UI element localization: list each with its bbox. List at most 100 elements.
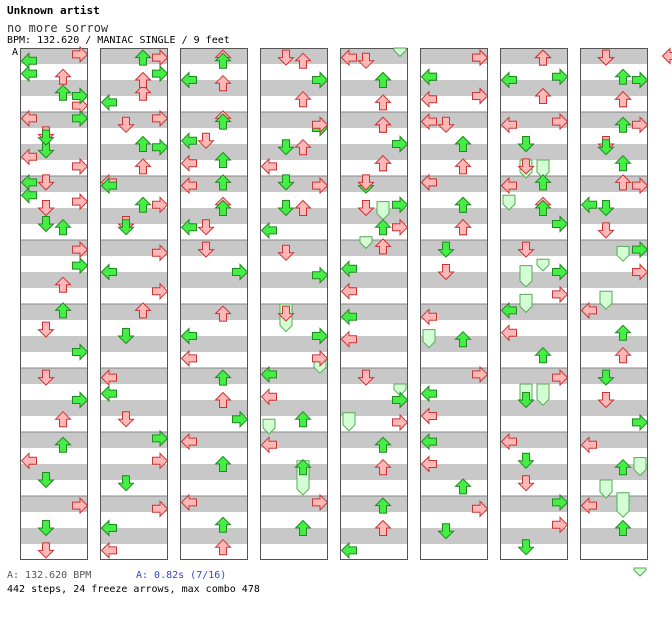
up-arrow-icon <box>454 218 472 236</box>
down-arrow-icon <box>37 129 55 146</box>
beat-stripe <box>420 208 488 224</box>
down-arrow-icon <box>437 241 455 258</box>
right-arrow-icon <box>152 138 169 156</box>
up-arrow-icon <box>614 346 632 364</box>
beat-stripe <box>340 80 408 96</box>
down-arrow-icon <box>197 219 215 236</box>
down-arrow-icon <box>117 219 135 236</box>
freeze-arrow <box>616 492 630 518</box>
column-border <box>20 48 88 560</box>
beat-stripe <box>580 208 648 224</box>
beat-stripe <box>20 432 88 448</box>
up-arrow-icon <box>294 90 312 108</box>
beat-stripe <box>340 144 408 160</box>
beat-stripe <box>180 48 248 64</box>
beat-stripe <box>580 112 648 128</box>
column-border <box>180 48 248 560</box>
up-arrow-icon <box>214 455 232 472</box>
up-arrow-icon <box>374 238 392 255</box>
chart-column <box>100 48 168 560</box>
right-arrow-icon <box>232 263 249 281</box>
beat-stripe <box>500 48 568 64</box>
down-arrow-icon <box>597 222 615 239</box>
beat-stripe <box>20 304 88 320</box>
beat-stripe <box>340 528 408 544</box>
beat-stripe <box>580 528 648 544</box>
beat-stripe <box>260 80 328 96</box>
beat-stripe <box>420 80 488 96</box>
left-arrow-icon <box>180 154 197 172</box>
down-arrow-icon <box>277 49 295 66</box>
right-arrow-icon <box>632 176 649 195</box>
up-arrow-icon <box>294 52 312 69</box>
up-arrow-icon <box>214 391 232 408</box>
up-arrow-icon <box>54 302 72 319</box>
up-arrow-icon <box>54 68 72 85</box>
beat-stripe <box>180 144 248 160</box>
left-arrow-icon <box>420 308 437 326</box>
column-border <box>500 48 568 560</box>
beat-stripe <box>100 432 168 448</box>
right-arrow-icon <box>72 192 89 211</box>
freeze-arrow <box>359 236 373 250</box>
beat-stripe <box>500 240 568 256</box>
chart-column <box>340 48 408 560</box>
up-arrow-icon <box>374 94 392 111</box>
right-arrow-icon <box>72 240 89 259</box>
column-border <box>260 48 328 560</box>
right-arrow-icon <box>472 87 489 105</box>
freeze-arrow <box>536 383 550 406</box>
left-arrow-icon <box>420 112 437 131</box>
down-arrow-icon <box>517 452 535 470</box>
left-arrow-icon <box>100 93 117 112</box>
up-arrow-icon <box>294 138 312 156</box>
down-arrow-icon <box>37 200 55 217</box>
right-arrow-icon <box>392 196 409 214</box>
up-arrow-icon <box>374 458 392 476</box>
left-arrow-icon <box>180 493 197 512</box>
edge-marks <box>661 47 672 65</box>
chart-info: BPM: 132.620 / MANIAC SINGLE / 9 feet <box>7 35 230 46</box>
beat-stripe <box>420 48 488 64</box>
down-arrow-icon <box>357 52 375 70</box>
right-arrow-icon <box>392 218 409 236</box>
beat-stripe <box>260 144 328 160</box>
left-arrow-icon <box>580 196 597 214</box>
beat-stripe <box>420 144 488 160</box>
up-arrow-icon <box>134 49 152 66</box>
right-arrow-icon <box>552 263 569 281</box>
beat-stripe <box>100 304 168 320</box>
left-arrow-icon <box>500 176 517 195</box>
down-arrow-icon <box>37 369 55 386</box>
right-arrow-icon <box>552 215 569 233</box>
beat-stripe <box>100 112 168 128</box>
beat-stripe <box>100 144 168 160</box>
up-arrow-icon <box>294 410 312 428</box>
beat-stripe <box>340 496 408 512</box>
up-arrow-icon <box>374 436 392 453</box>
left-arrow-icon <box>20 148 37 166</box>
column-border <box>580 48 648 560</box>
left-arrow-icon <box>340 330 357 348</box>
left-arrow-icon <box>180 432 197 451</box>
down-arrow-icon <box>517 241 535 258</box>
beat-stripe <box>100 400 168 416</box>
beat-stripe <box>20 464 88 480</box>
step-summary: 442 steps, 24 freeze arrows, max combo 4… <box>7 584 260 595</box>
right-arrow-icon <box>312 71 329 89</box>
beat-stripe <box>100 464 168 480</box>
left-arrow-icon <box>180 218 197 236</box>
beat-stripe <box>500 496 568 512</box>
right-arrow-icon <box>392 413 409 432</box>
beat-stripe <box>260 496 328 512</box>
beat-stripe <box>180 304 248 320</box>
left-arrow-icon <box>260 157 277 176</box>
beat-stripe <box>180 368 248 384</box>
beat-stripe <box>580 144 648 160</box>
right-arrow-icon <box>152 109 169 128</box>
beat-stripe <box>500 272 568 288</box>
beat-stripe <box>420 496 488 512</box>
left-arrow-icon <box>180 132 197 150</box>
beat-stripe <box>580 176 648 192</box>
beat-stripe <box>340 112 408 128</box>
